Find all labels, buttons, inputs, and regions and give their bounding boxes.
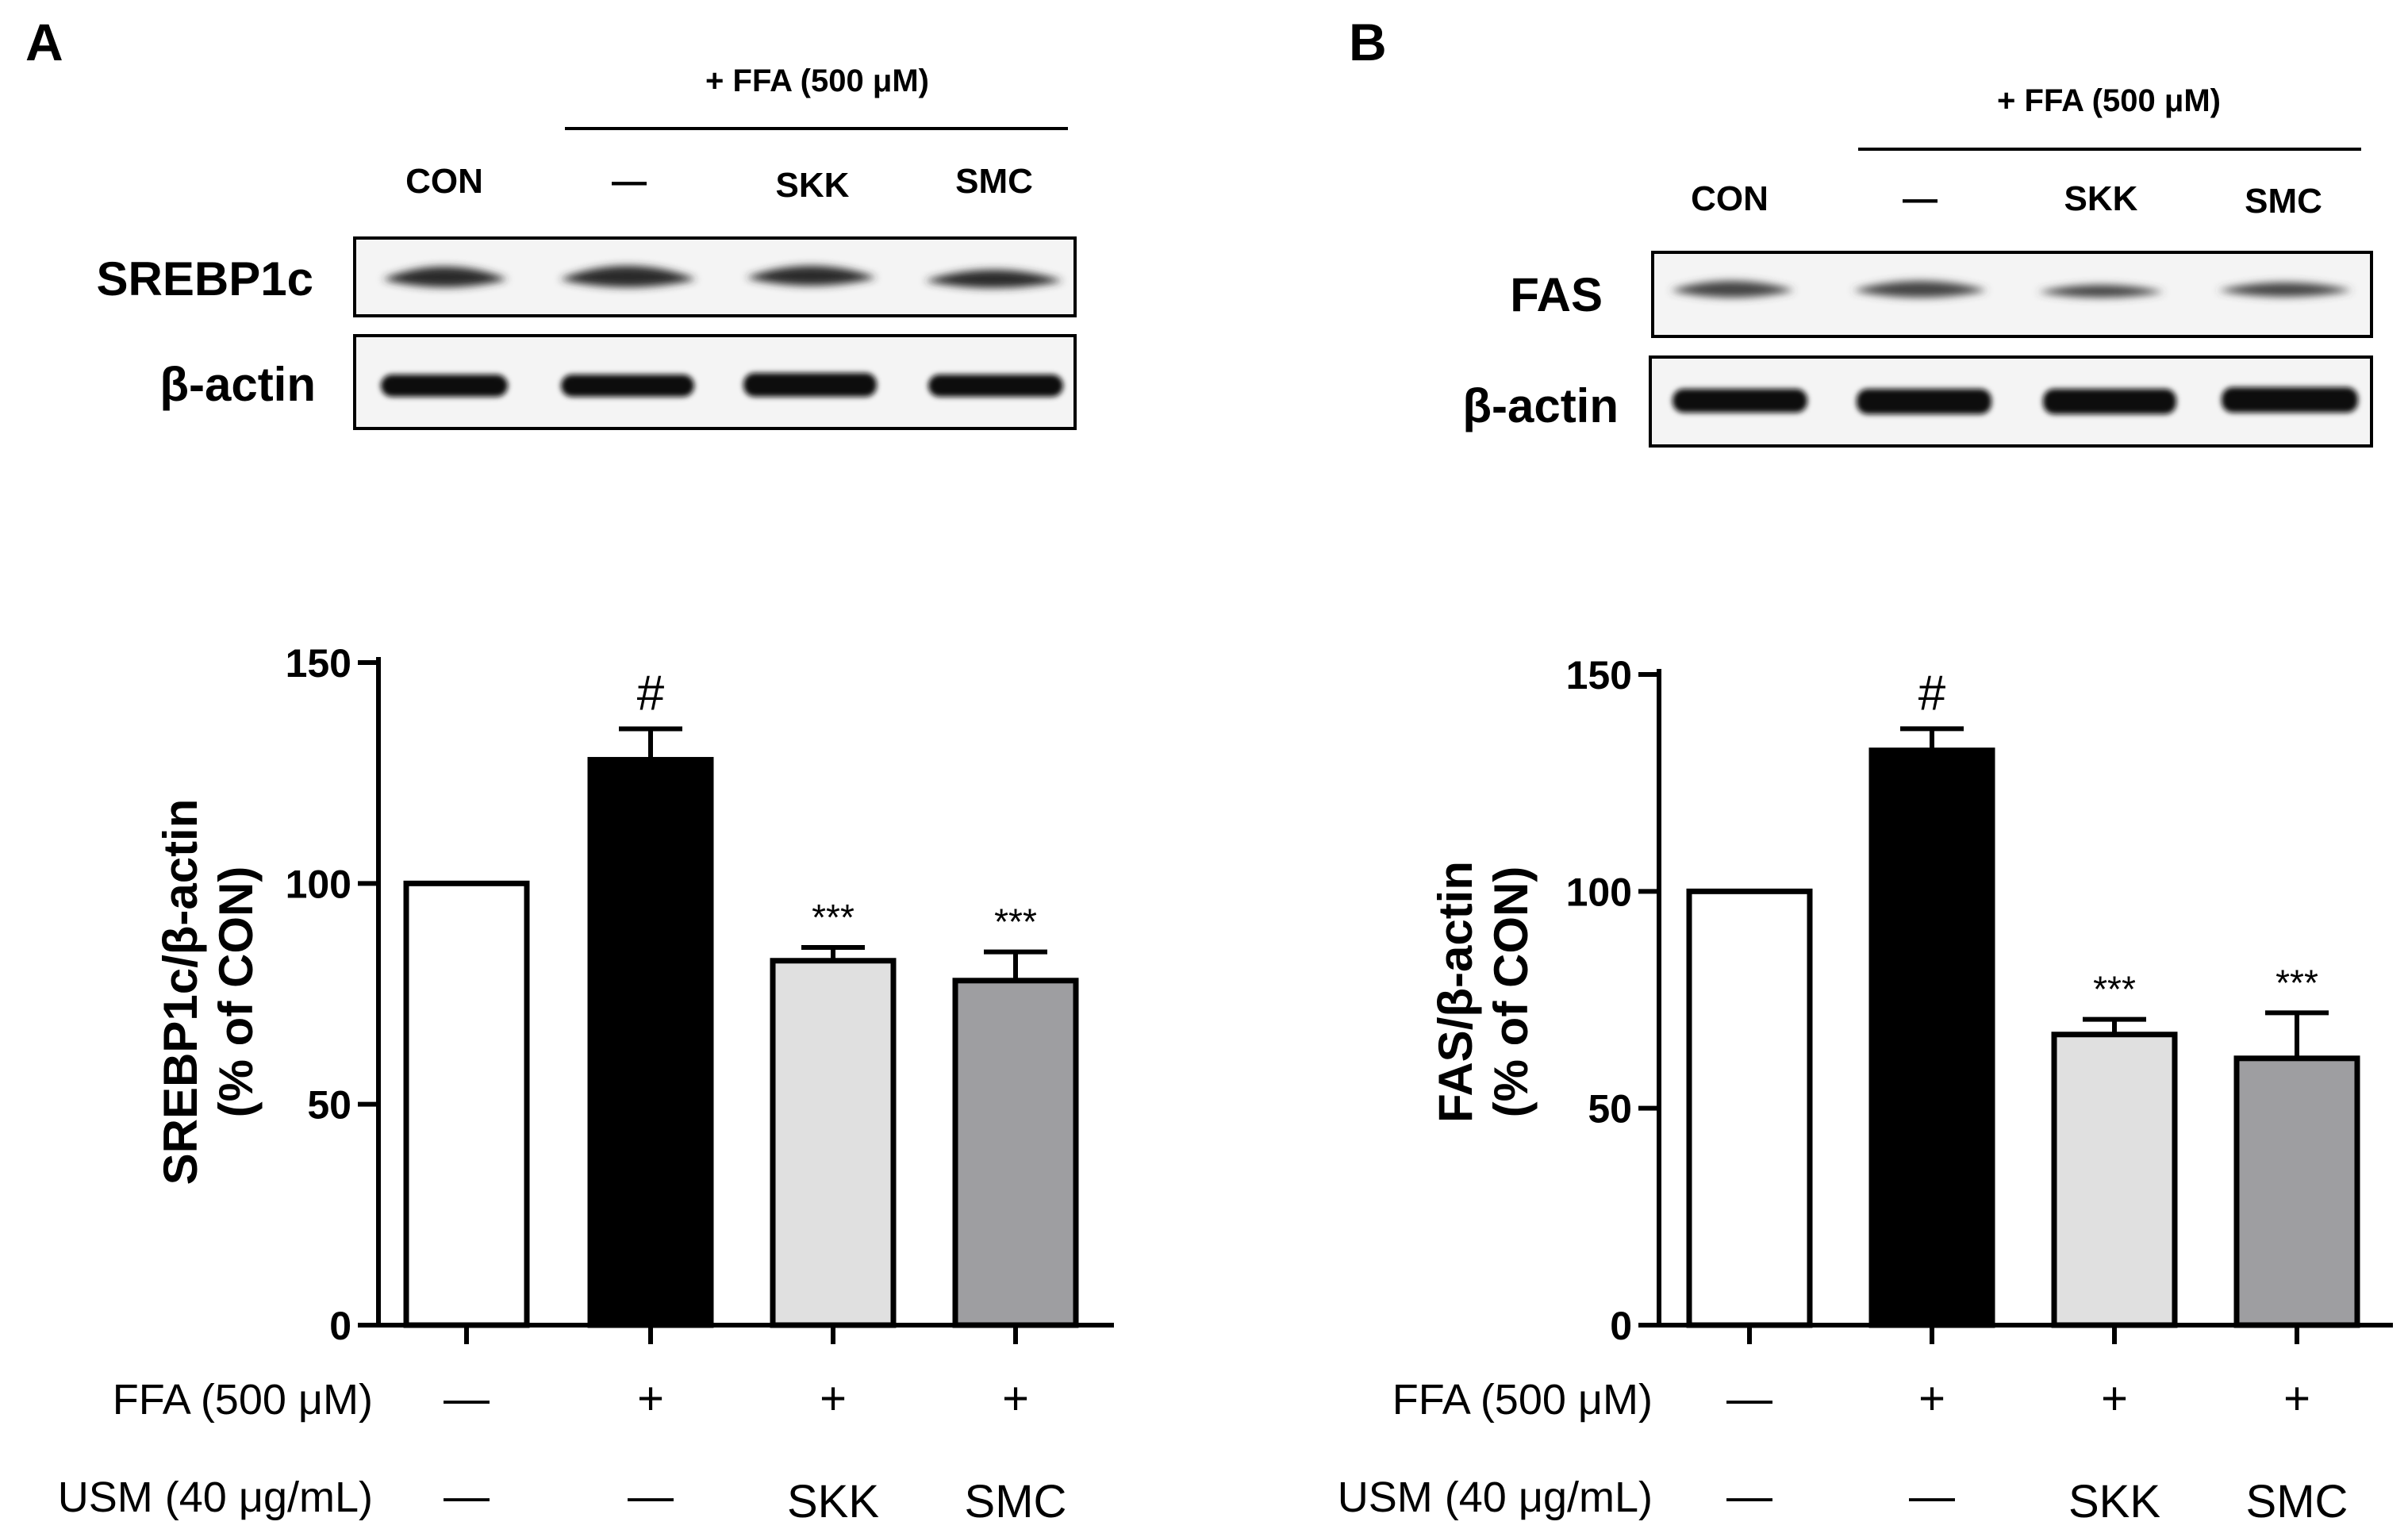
panel-b-bar-4 xyxy=(2233,1055,2360,1328)
panel-a-ffa-skk: + xyxy=(820,1373,847,1424)
panel-b-significance-4: *** xyxy=(2276,962,2318,1003)
panel-a-blot-actin xyxy=(353,334,1077,430)
panel-b-ylabel-line2: (% of CON) xyxy=(1484,866,1538,1118)
panel-a-bar-2 xyxy=(587,756,714,1328)
panel-b-usm-skk: SKK xyxy=(2068,1476,2160,1527)
panel-b-bar-3 xyxy=(2051,1032,2178,1328)
panel-a-ytick-label: 50 xyxy=(307,1083,351,1128)
panel-a-ytick-label: 0 xyxy=(329,1304,351,1348)
panel-a-ytick-label: 100 xyxy=(286,862,351,906)
panel-a-ffa-ffa: + xyxy=(637,1373,664,1424)
panel-a-ffa-con: — xyxy=(444,1373,490,1424)
panel-a-bar-3 xyxy=(770,958,897,1328)
panel-b: B + FFA (500 μM) CON — SKK SMC FAS β-act… xyxy=(1338,13,2393,1527)
panel-b-ffa-ffa: + xyxy=(1918,1373,1945,1424)
panel-b-significance-2: # xyxy=(1918,666,1946,720)
panel-b-usm-smc: SMC xyxy=(2246,1476,2348,1527)
panel-a-significance-2: # xyxy=(637,667,665,721)
panel-b-blot-actin xyxy=(1649,355,2373,448)
panel-a-lane-smc: SMC xyxy=(955,162,1033,201)
panel-b-usm-ffa: — xyxy=(1909,1470,1955,1522)
panel-b-ffa-row-label: FFA (500 μM) xyxy=(1392,1376,1653,1424)
panel-b-lane-ffa: — xyxy=(1903,179,1938,218)
panel-b-chart: FAS/β-actin (% of CON) 0 50 100 150 # *** *** xyxy=(1429,653,2393,1348)
panel-b-usm-row-label: USM (40 μg/mL) xyxy=(1338,1474,1653,1521)
panel-b-blot-label-fas: FAS xyxy=(1510,268,1603,321)
panel-b-blot-fas xyxy=(1651,251,2373,338)
panel-b-bar-2 xyxy=(1868,747,1995,1328)
panel-a-letter: A xyxy=(25,13,63,71)
panel-a-blot-label-actin: β-actin xyxy=(159,358,316,411)
panel-a-significance-4: *** xyxy=(994,901,1037,943)
panel-a-ylabel-line2: (% of CON) xyxy=(209,866,263,1118)
panel-a-usm-row-label: USM (40 μg/mL) xyxy=(58,1474,373,1521)
panel-b-letter: B xyxy=(1349,13,1387,71)
panel-b-lane-smc: SMC xyxy=(2245,182,2322,221)
panel-b-ffa-con: — xyxy=(1726,1373,1772,1424)
panel-a-lane-ffa: — xyxy=(612,162,647,201)
panel-a-ffa-row-label: FFA (500 μM) xyxy=(113,1376,373,1424)
panel-b-ytick-label: 0 xyxy=(1610,1304,1632,1348)
panel-a-significance-3: *** xyxy=(812,897,855,938)
panel-a-usm-ffa: — xyxy=(628,1470,674,1522)
panel-a-chart: SREBP1c/β-actin (% of CON) 0 50 100 150 # ***… xyxy=(154,641,1114,1348)
panel-a-ylabel-line1: SREBP1c/β-actin xyxy=(154,799,207,1185)
panel-b-ytick-label: 100 xyxy=(1566,870,1632,914)
panel-a-lane-con: CON xyxy=(405,162,483,201)
panel-b-bar-1 xyxy=(1686,888,1813,1328)
panel-b-usm-con: — xyxy=(1726,1470,1772,1522)
panel-a: A + FFA (500 μM) CON — SKK SMC SREBP1c β… xyxy=(25,13,1114,1527)
panel-a-blot-srebp1c xyxy=(353,236,1077,317)
panel-a-ffa-smc: + xyxy=(1002,1373,1029,1424)
panel-b-ffa-smc: + xyxy=(2283,1373,2310,1424)
panel-a-usm-con: — xyxy=(444,1470,490,1522)
panel-b-lane-skk: SKK xyxy=(2064,179,2138,218)
panel-a-usm-skk: SKK xyxy=(787,1476,879,1527)
panel-b-lane-con: CON xyxy=(1691,179,1769,218)
panel-a-lane-skk: SKK xyxy=(776,166,850,205)
panel-a-ytick-label: 150 xyxy=(286,641,351,686)
panel-b-significance-3: *** xyxy=(2093,969,2136,1010)
panel-a-usm-smc: SMC xyxy=(965,1476,1067,1527)
panel-a-bar-4 xyxy=(952,978,1079,1328)
panel-b-ytick-label: 150 xyxy=(1566,653,1632,697)
panel-b-ffa-header: + FFA (500 μM) xyxy=(1997,83,2221,118)
panel-b-ylabel-line1: FAS/β-actin xyxy=(1429,861,1482,1123)
panel-a-blot-label-srebp1c: SREBP1c xyxy=(97,252,313,305)
panel-a-ffa-header: + FFA (500 μM) xyxy=(705,63,929,98)
panel-b-blot-label-actin: β-actin xyxy=(1462,379,1619,432)
panel-a-bar-1 xyxy=(403,880,530,1328)
panel-b-ytick-label: 50 xyxy=(1588,1087,1632,1132)
panel-b-ffa-skk: + xyxy=(2101,1373,2128,1424)
